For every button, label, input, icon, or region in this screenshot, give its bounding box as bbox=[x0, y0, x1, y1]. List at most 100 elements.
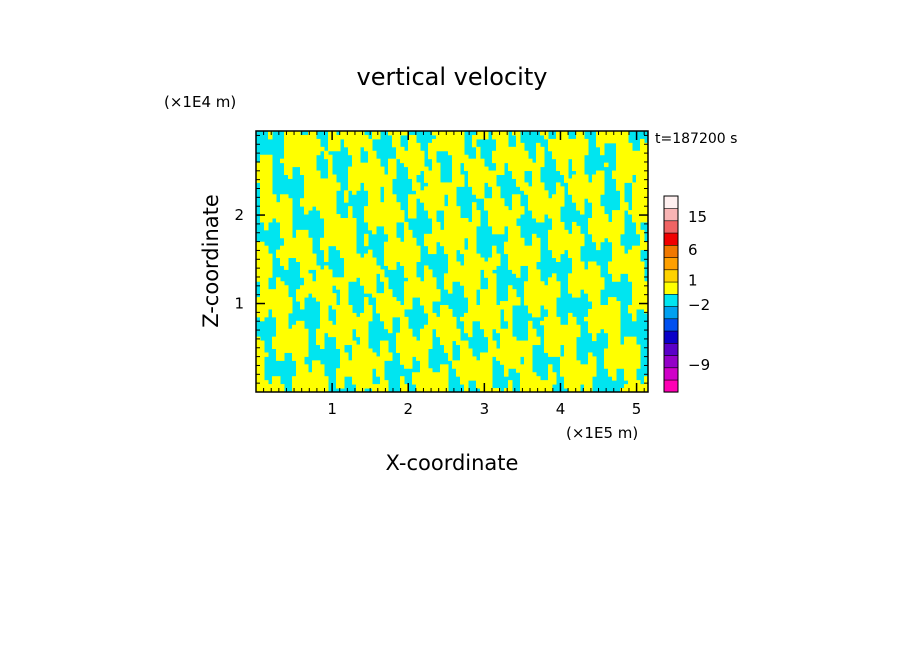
field-cell-positive bbox=[612, 277, 621, 282]
field-cell-positive bbox=[344, 269, 385, 274]
field-cell-positive bbox=[296, 257, 317, 262]
field-cell-positive bbox=[432, 218, 437, 223]
field-cell-positive bbox=[452, 364, 493, 369]
field-cell-positive bbox=[304, 178, 337, 183]
field-cell-positive bbox=[552, 150, 589, 156]
field-cell-positive bbox=[576, 131, 585, 136]
field-cell-positive bbox=[384, 198, 397, 203]
field-cell-positive bbox=[472, 202, 477, 207]
field-cell-positive bbox=[492, 229, 505, 235]
field-cell-positive bbox=[608, 265, 645, 270]
field-cell-positive bbox=[568, 273, 601, 278]
field-cell-positive bbox=[344, 190, 349, 195]
field-cell-positive bbox=[256, 380, 269, 385]
field-cell-positive bbox=[636, 229, 645, 235]
field-cell-positive bbox=[508, 320, 513, 326]
field-cell-positive bbox=[548, 245, 581, 251]
field-cell-positive bbox=[304, 206, 313, 211]
field-cell-positive bbox=[336, 372, 373, 377]
field-cell-positive bbox=[496, 328, 513, 334]
field-cell-positive bbox=[280, 158, 317, 164]
field-cell-positive bbox=[632, 312, 637, 318]
field-cell-positive bbox=[468, 174, 497, 179]
field-cell-positive bbox=[316, 332, 325, 338]
field-cell-positive bbox=[348, 186, 361, 191]
field-cell-positive bbox=[388, 237, 401, 243]
field-cell-positive bbox=[612, 214, 625, 219]
field-cell-positive bbox=[636, 174, 648, 179]
field-cell-positive bbox=[588, 328, 601, 334]
field-cell-positive bbox=[340, 293, 349, 298]
field-cell-positive bbox=[336, 380, 345, 385]
field-cell-positive bbox=[564, 384, 581, 389]
field-cell-positive bbox=[576, 206, 585, 211]
field-cell-positive bbox=[512, 174, 525, 179]
field-cell-positive bbox=[424, 186, 457, 191]
field-cell-positive bbox=[476, 146, 481, 152]
field-cell-positive bbox=[280, 261, 289, 266]
field-cell-positive bbox=[572, 194, 601, 199]
field-cell-positive bbox=[424, 241, 437, 247]
field-cell-positive bbox=[512, 170, 525, 175]
field-cell-positive bbox=[480, 352, 533, 357]
field-cell-positive bbox=[276, 348, 309, 353]
field-cell-positive bbox=[292, 376, 329, 381]
field-cell-positive bbox=[388, 162, 397, 168]
field-cell-positive bbox=[336, 384, 345, 389]
field-cell-positive bbox=[256, 305, 293, 310]
field-cell-positive bbox=[260, 198, 277, 203]
field-cell-positive bbox=[424, 170, 441, 175]
field-cell-positive bbox=[420, 297, 441, 302]
field-cell-positive bbox=[488, 281, 497, 286]
field-cell-positive bbox=[292, 388, 329, 392]
field-cell-positive bbox=[568, 253, 581, 259]
field-cell-positive bbox=[608, 332, 621, 338]
field-cell-positive bbox=[560, 372, 597, 377]
field-cell-positive bbox=[380, 312, 405, 318]
field-cell-positive bbox=[644, 380, 648, 385]
field-cell-positive bbox=[328, 162, 333, 168]
field-cell-positive bbox=[556, 182, 561, 187]
field-cell-positive bbox=[492, 131, 509, 136]
field-cell-positive bbox=[328, 134, 369, 140]
field-cell-positive bbox=[464, 384, 469, 389]
field-cell-positive bbox=[260, 190, 273, 195]
field-cell-positive bbox=[260, 214, 293, 219]
field-cell-positive bbox=[256, 253, 273, 259]
field-cell-positive bbox=[304, 186, 341, 191]
field-cell-positive bbox=[348, 206, 353, 211]
field-cell-positive bbox=[384, 257, 421, 262]
field-cell-positive bbox=[520, 388, 553, 392]
field-cell-positive bbox=[420, 364, 429, 369]
field-cell-positive bbox=[472, 214, 481, 219]
field-cell-positive bbox=[424, 308, 433, 314]
field-cell-positive bbox=[620, 206, 629, 211]
field-cell-positive bbox=[544, 324, 581, 330]
field-cell-positive bbox=[588, 312, 621, 318]
field-cell-positive bbox=[320, 245, 329, 251]
field-cell-positive bbox=[464, 253, 481, 259]
field-cell-positive bbox=[404, 233, 413, 239]
field-cell-positive bbox=[412, 178, 417, 183]
field-cell-positive bbox=[276, 253, 317, 259]
field-cell-positive bbox=[592, 206, 605, 211]
field-cell-positive bbox=[520, 186, 545, 191]
field-cell-positive bbox=[572, 265, 585, 270]
field-cell-positive bbox=[284, 166, 293, 172]
field-cell-positive bbox=[548, 237, 585, 243]
field-cell-positive bbox=[460, 352, 473, 357]
field-cell-positive bbox=[632, 245, 648, 251]
field-cell-positive bbox=[536, 146, 545, 152]
x-axis-label: X-coordinate bbox=[386, 451, 519, 475]
field-cell-positive bbox=[384, 245, 421, 251]
field-cell-positive bbox=[584, 316, 621, 322]
field-cell-positive bbox=[504, 368, 509, 373]
field-cell-positive bbox=[452, 174, 465, 179]
field-cell-positive bbox=[436, 134, 465, 140]
field-cell-positive bbox=[340, 301, 349, 306]
field-cell-positive bbox=[392, 142, 401, 148]
field-cell-positive bbox=[492, 154, 529, 160]
field-cell-positive bbox=[472, 210, 481, 215]
field-cell-positive bbox=[640, 146, 648, 152]
field-cell-positive bbox=[524, 356, 533, 361]
